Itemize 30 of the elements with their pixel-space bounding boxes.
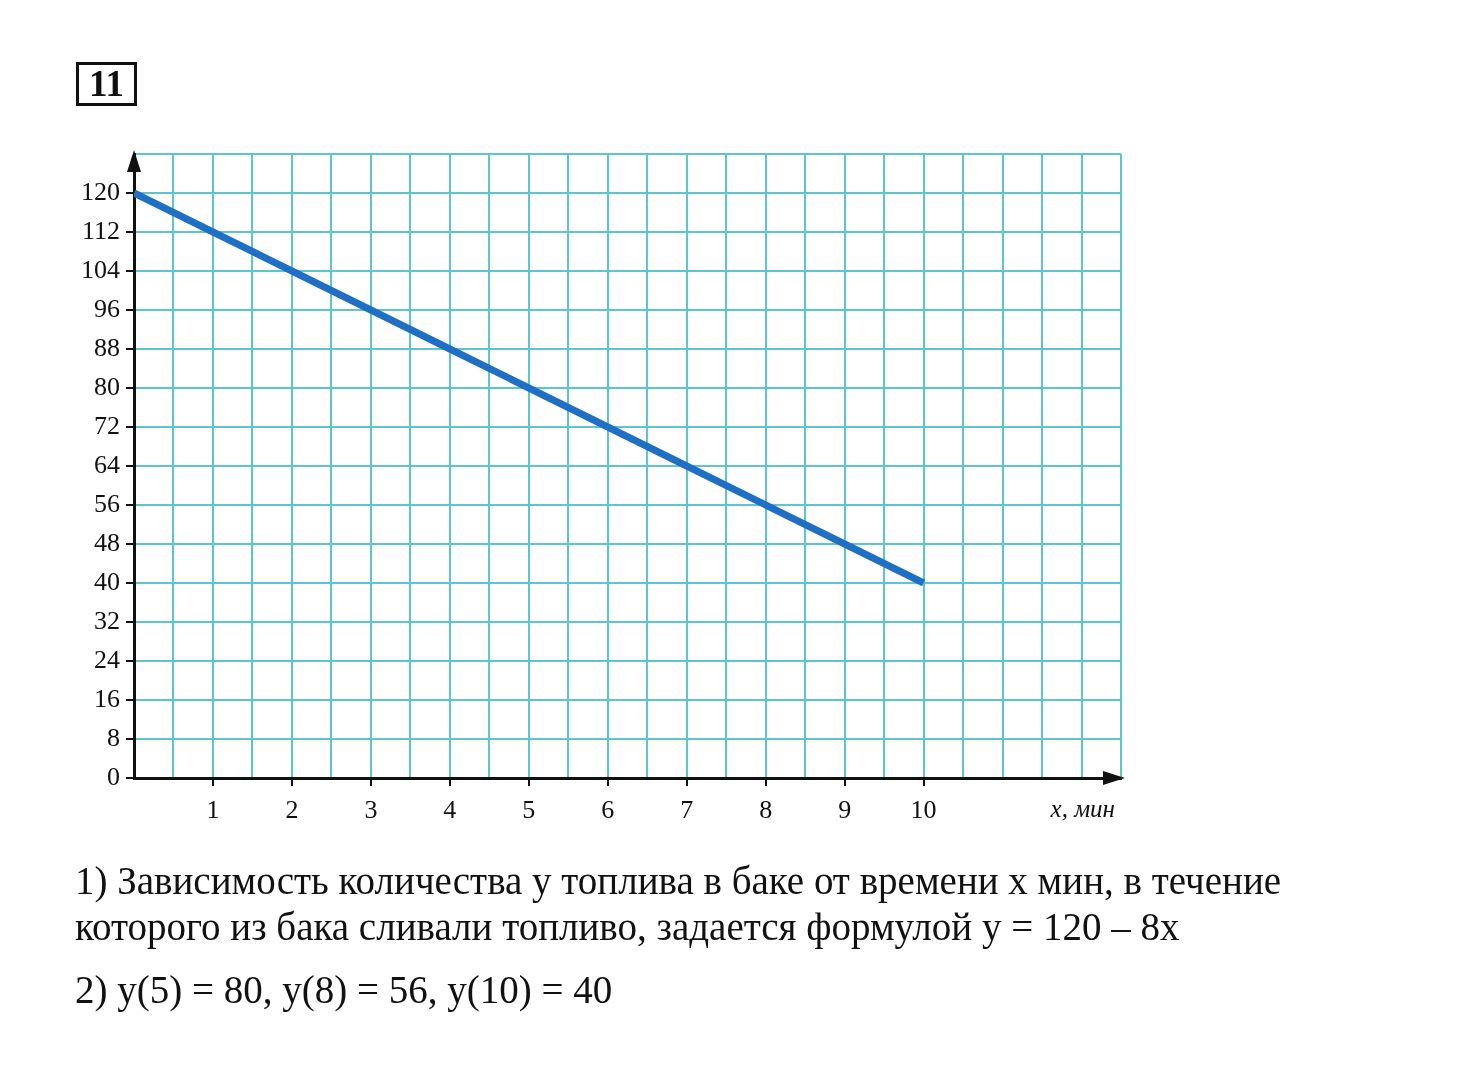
y-tick-label: 80 bbox=[94, 371, 120, 401]
y-tick-label: 120 bbox=[81, 176, 120, 206]
x-tick-label: 8 bbox=[759, 795, 773, 825]
y-tick-label: 64 bbox=[94, 449, 120, 479]
y-tick-label: 0 bbox=[107, 761, 120, 791]
y-tick-label: 72 bbox=[94, 410, 120, 440]
x-tick-label: 7 bbox=[680, 795, 694, 825]
y-tick-label: 56 bbox=[94, 488, 120, 518]
x-tick-label: 10 bbox=[910, 795, 937, 825]
y-tick-label: 40 bbox=[94, 566, 120, 596]
y-tick-label: 104 bbox=[81, 254, 120, 284]
chart-title: 11 bbox=[76, 62, 137, 106]
y-tick-label: 88 bbox=[94, 332, 120, 362]
x-tick-label: 3 bbox=[364, 795, 378, 825]
y-tick-label: 16 bbox=[94, 683, 120, 713]
x-tick-label: 9 bbox=[838, 795, 852, 825]
x-tick-label: 5 bbox=[522, 795, 536, 825]
x-tick-label: 4 bbox=[443, 795, 457, 825]
y-tick-label: 32 bbox=[94, 605, 120, 635]
y-tick-label: 96 bbox=[94, 293, 120, 323]
x-tick-label: 2 bbox=[285, 795, 299, 825]
y-tick-label: 24 bbox=[94, 644, 120, 674]
y-tick-label: 8 bbox=[107, 722, 120, 752]
text: 2) y(5) = 80, y(8) = 56, y(10) = 40 bbox=[75, 967, 614, 1013]
y-tick-label: 112 bbox=[81, 215, 120, 245]
x-tick-label: 1 bbox=[206, 795, 220, 825]
x-tick-label: 6 bbox=[601, 795, 615, 825]
x-axis-title: x, мин bbox=[1049, 794, 1115, 822]
text: 1) Зависимость количества y топлива в баке от времени x мин, в течение которого из бака сливали топливо, задается формулой y = 120 – 8x bbox=[75, 858, 1283, 950]
y-tick-label: 48 bbox=[94, 527, 120, 557]
